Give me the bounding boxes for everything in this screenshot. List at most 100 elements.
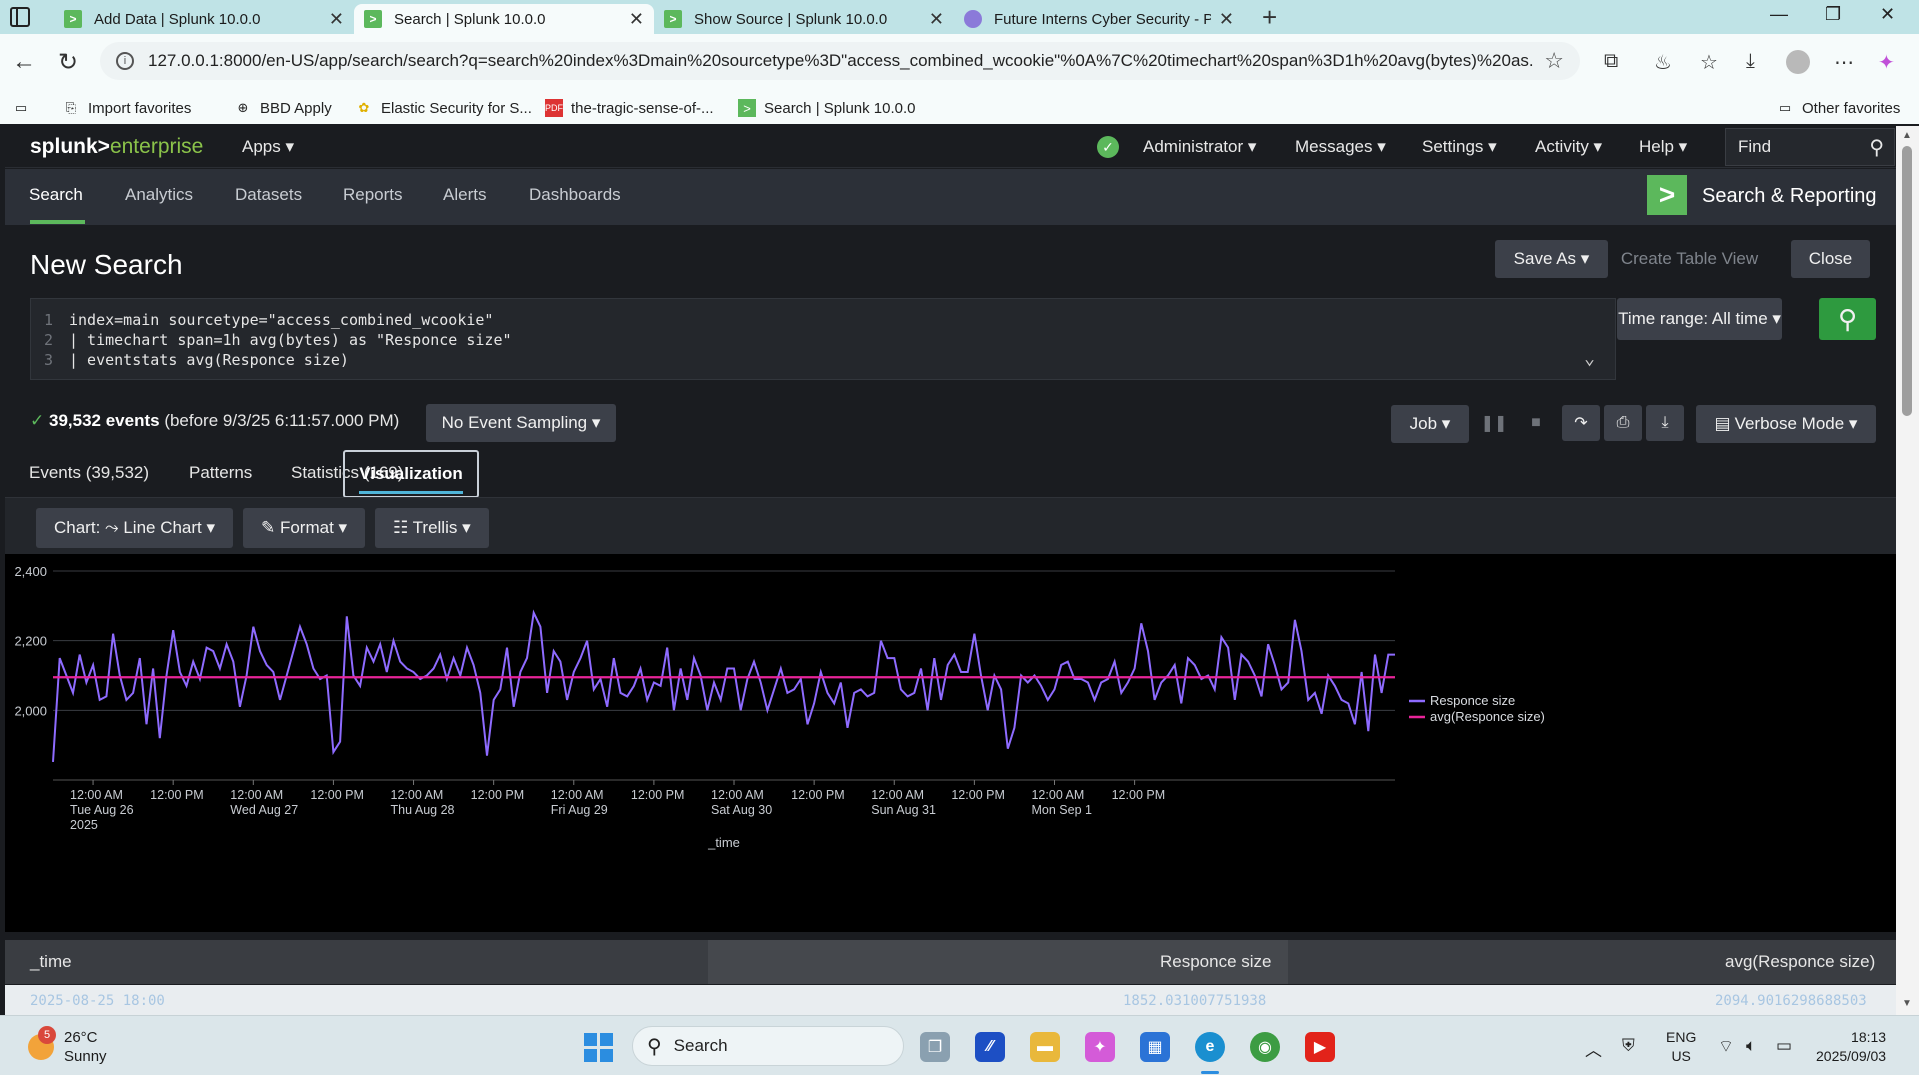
print-icon[interactable]: ⎙ <box>1604 405 1642 441</box>
cell-responce-size[interactable]: 1852.031007751938 <box>1123 993 1267 1009</box>
system-clock[interactable]: 18:13 2025/09/03 <box>1816 1028 1886 1066</box>
search-mode-dropdown[interactable]: ▤ Verbose Mode ▾ <box>1696 405 1876 443</box>
splunk-logo[interactable]: splunk>enterprise <box>30 135 203 159</box>
tab-statistics[interactable]: Statistics (169) <box>291 463 404 482</box>
tab-visualization[interactable]: Visualization <box>343 450 479 498</box>
battery-icon[interactable]: ▭ <box>1776 1036 1793 1055</box>
site-info-icon[interactable]: i <box>116 52 134 70</box>
health-ok-icon[interactable]: ✓ <box>1097 136 1119 158</box>
save-as-button[interactable]: Save As ▾ <box>1495 240 1608 278</box>
extensions-icon[interactable]: ⧉ <box>1604 50 1619 72</box>
performance-icon[interactable]: ♨ <box>1654 52 1672 74</box>
time-range-picker[interactable]: Time range: All time ▾ <box>1617 298 1782 340</box>
copilot-icon[interactable]: ✦ <box>1878 52 1895 74</box>
search-icon[interactable]: ⚲ <box>1869 137 1884 159</box>
close-tab-icon[interactable]: ✕ <box>928 8 944 29</box>
copilot-app-icon[interactable]: ✦ <box>1085 1032 1115 1062</box>
minimize-icon[interactable]: — <box>1770 4 1788 24</box>
scrollbar-thumb[interactable] <box>1902 146 1912 416</box>
column-header-time[interactable]: _time <box>30 952 72 971</box>
run-search-button[interactable]: ⚲ <box>1819 298 1876 340</box>
page-scrollbar[interactable]: ▲ ▼ <box>1896 126 1919 1015</box>
language-indicator[interactable]: ENG US <box>1666 1028 1696 1066</box>
taskbar-search[interactable]: ⚲ Search <box>632 1026 904 1066</box>
nav-dashboards[interactable]: Dashboards <box>529 185 621 204</box>
show-hidden-icons-chevron[interactable]: ︿ <box>1585 1041 1602 1060</box>
favorite-import[interactable]: ⎘ Import favorites <box>62 99 192 117</box>
other-favorites[interactable]: ▭ Other favorites <box>1776 99 1901 117</box>
expand-editor-chevron-icon[interactable]: ⌄ <box>1584 348 1595 369</box>
profile-avatar[interactable] <box>1786 50 1810 74</box>
favorites-icon[interactable]: ☆ <box>1700 52 1718 74</box>
x-tick-label: 12:00 AM <box>70 788 123 802</box>
apps-menu[interactable]: Apps ▾ <box>242 137 295 156</box>
trellis-button[interactable]: ☷ Trellis ▾ <box>375 508 489 548</box>
close-tab-icon[interactable]: ✕ <box>1218 8 1234 29</box>
pause-icon[interactable]: ❚❚ <box>1480 415 1508 432</box>
new-tab-icon[interactable]: + <box>1262 2 1278 32</box>
address-bar[interactable]: i 127.0.0.1:8000/en-US/app/search/search… <box>100 42 1580 80</box>
column-header-responce-size[interactable]: Responce size <box>1160 952 1272 971</box>
favorite-star-icon[interactable]: ☆ <box>1544 48 1564 73</box>
scroll-up-icon[interactable]: ▲ <box>1902 130 1912 141</box>
stop-icon[interactable]: ■ <box>1531 414 1541 431</box>
job-menu[interactable]: Job ▾ <box>1391 405 1469 443</box>
find-input[interactable]: Find ⚲ <box>1725 128 1895 166</box>
nav-datasets[interactable]: Datasets <box>235 185 303 204</box>
volume-icon[interactable]: 🔈︎ <box>1746 1036 1757 1055</box>
store-icon[interactable]: ▦ <box>1140 1032 1170 1062</box>
share-icon[interactable]: ↷ <box>1562 405 1600 441</box>
settings-menu[interactable]: Settings ▾ <box>1422 137 1497 156</box>
security-icon[interactable]: ⛨ <box>1622 1036 1635 1055</box>
create-table-view-button[interactable]: Create Table View <box>1620 249 1759 268</box>
chart-type-button[interactable]: Chart: ⤳ Line Chart ▾ <box>36 508 234 548</box>
downloads-icon[interactable]: ⤓ <box>1746 50 1755 72</box>
nav-analytics[interactable]: Analytics <box>125 185 194 204</box>
format-button[interactable]: ✎ Format ▾ <box>243 508 366 548</box>
youtube-icon[interactable]: ▶ <box>1305 1032 1335 1062</box>
wifi-icon[interactable]: ⌔ <box>1718 1037 1734 1056</box>
back-icon[interactable]: ← <box>12 48 36 75</box>
url-text[interactable]: 127.0.0.1:8000/en-US/app/search/search?q… <box>148 51 1535 70</box>
help-menu[interactable]: Help ▾ <box>1639 137 1688 156</box>
browser-tab-search[interactable]: > Search | Splunk 10.0.0 ✕ <box>354 4 654 34</box>
favorite-elastic[interactable]: ✿ Elastic Security for S... <box>355 99 532 117</box>
close-tab-icon[interactable]: ✕ <box>628 8 644 29</box>
browser-tab-show-source[interactable]: > Show Source | Splunk 10.0.0 ✕ <box>654 4 954 34</box>
browser-tab-add-data[interactable]: > Add Data | Splunk 10.0.0 ✕ <box>54 4 354 34</box>
messages-menu[interactable]: Messages ▾ <box>1295 137 1386 156</box>
browser-tab-future-interns[interactable]: Future Interns Cyber Security - Pr ✕ <box>954 4 1244 34</box>
close-window-icon[interactable]: ✕ <box>1880 4 1896 24</box>
favorite-bbd-apply[interactable]: ⊕ BBD Apply <box>234 99 332 117</box>
file-explorer-icon[interactable]: ▬ <box>1030 1032 1060 1062</box>
edge-browser-icon[interactable]: e <box>1195 1032 1225 1062</box>
editor-app-icon[interactable]: ⁄⁄ <box>975 1032 1005 1062</box>
nav-alerts[interactable]: Alerts <box>443 185 487 204</box>
weather-widget[interactable]: 26°C Sunny <box>64 1028 107 1066</box>
favorite-splunk-search[interactable]: > Search | Splunk 10.0.0 <box>738 99 916 117</box>
scroll-down-icon[interactable]: ▼ <box>1902 998 1912 1009</box>
close-button[interactable]: Close <box>1791 240 1870 278</box>
refresh-icon[interactable]: ↻ <box>58 49 79 76</box>
tab-events[interactable]: Events (39,532) <box>29 463 150 482</box>
event-sampling-dropdown[interactable]: No Event Sampling ▾ <box>426 404 616 442</box>
nav-reports[interactable]: Reports <box>343 185 403 204</box>
tab-actions-icon[interactable] <box>10 7 30 27</box>
administrator-menu[interactable]: Administrator ▾ <box>1143 137 1257 156</box>
favorite-pdf[interactable]: PDF the-tragic-sense-of-... <box>545 99 714 117</box>
tab-search-icon[interactable]: ▭ <box>14 100 28 115</box>
nav-search[interactable]: Search <box>29 185 83 204</box>
export-icon[interactable]: ⤓ <box>1646 405 1684 441</box>
cell-time[interactable]: 2025-08-25 18:00 <box>30 993 165 1009</box>
restore-icon[interactable]: ❐ <box>1825 4 1842 24</box>
column-header-avg-responce-size[interactable]: avg(Responce size) <box>1725 952 1876 971</box>
tab-patterns[interactable]: Patterns <box>189 463 253 482</box>
chrome-icon[interactable]: ◉ <box>1250 1032 1280 1062</box>
activity-menu[interactable]: Activity ▾ <box>1535 137 1603 156</box>
more-icon[interactable]: ⋯ <box>1834 52 1854 74</box>
close-tab-icon[interactable]: ✕ <box>328 8 344 29</box>
task-view-icon[interactable]: ❐ <box>920 1032 950 1062</box>
cell-avg-responce-size[interactable]: 2094.9016298688503 <box>1715 993 1867 1009</box>
windows-start-icon[interactable] <box>584 1033 614 1063</box>
search-query-editor[interactable]: 1 index=main sourcetype="access_combined… <box>30 298 1616 380</box>
